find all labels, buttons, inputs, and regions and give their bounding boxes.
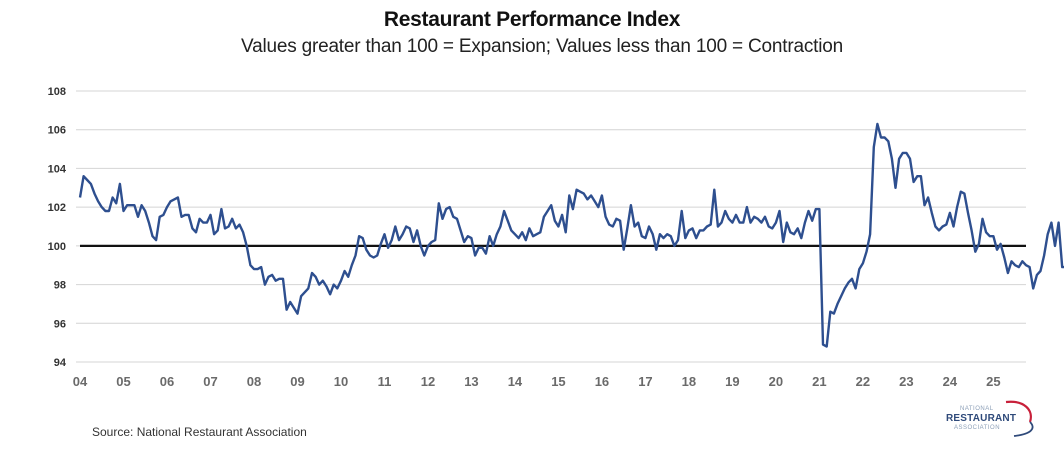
x-tick-label: 07 [203, 374, 217, 389]
y-tick-label: 98 [54, 280, 66, 292]
x-tick-label: 21 [812, 374, 826, 389]
source-note: Source: National Restaurant Association [92, 425, 307, 439]
x-axis-ticks: 04 05 06 07 08 09 10 11 12 13 14 15 16 17 18 19 20 21 22 23… [73, 374, 1001, 389]
y-tick-label: 104 [48, 163, 67, 175]
x-tick-label: 19 [725, 374, 739, 389]
y-tick-label: 108 [48, 86, 66, 98]
x-tick-label: 12 [421, 374, 435, 389]
x-tick-label: 16 [595, 374, 609, 389]
logo-text-association: ASSOCIATION [954, 425, 1001, 431]
y-tick-label: 106 [48, 125, 66, 137]
logo-text-national: NATIONAL [960, 406, 994, 412]
logo-swoosh-icon [1005, 400, 1034, 437]
x-tick-label: 22 [856, 374, 870, 389]
x-tick-label: 09 [290, 374, 304, 389]
chart-subtitle: Values greater than 100 = Expansion; Val… [241, 36, 843, 57]
chart-title: Restaurant Performance Index [383, 8, 681, 31]
x-tick-label: 24 [943, 374, 958, 389]
x-tick-label: 18 [682, 374, 696, 389]
x-tick-label: 11 [378, 374, 392, 389]
y-tick-label: 96 [54, 318, 66, 330]
logo-text-restaurant: RESTAURANT [946, 413, 1017, 424]
gridlines [76, 90, 1026, 363]
y-tick-label: 100 [48, 241, 66, 253]
nra-logo: NATIONAL RESTAURANT ASSOCIATION [944, 400, 1044, 440]
x-tick-label: 25 [986, 374, 1000, 389]
x-tick-label: 14 [508, 374, 523, 389]
x-tick-label: 13 [464, 374, 478, 389]
x-tick-label: 05 [116, 374, 130, 389]
x-tick-label: 23 [899, 374, 913, 389]
y-tick-label: 94 [54, 357, 67, 369]
x-tick-label: 10 [334, 374, 348, 389]
x-tick-label: 15 [551, 374, 565, 389]
x-tick-label: 08 [247, 374, 261, 389]
x-tick-label: 20 [769, 374, 783, 389]
x-tick-label: 04 [73, 374, 88, 389]
series-group [78, 122, 1064, 348]
y-axis-ticks: 94 96 98 100 102 104 106 108 [48, 86, 67, 369]
y-tick-label: 102 [48, 202, 66, 214]
x-tick-label: 06 [160, 374, 174, 389]
series-line-rpi [78, 122, 1064, 348]
x-tick-label: 17 [638, 374, 652, 389]
